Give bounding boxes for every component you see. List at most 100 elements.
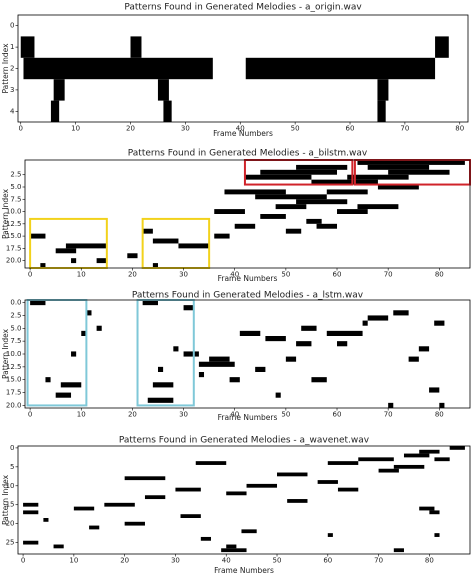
plot-frame [24, 299, 471, 409]
x-tick-label: 50 [273, 557, 282, 565]
x-tick-label: 60 [323, 557, 332, 565]
pattern-segment [53, 79, 65, 101]
y-tick-label: 15 [6, 501, 15, 509]
pattern-segment [260, 214, 286, 219]
x-tick-label: 0 [28, 271, 32, 279]
y-tick-label: 12.5 [6, 363, 22, 371]
pattern-segment [377, 79, 389, 101]
pattern-segment [175, 487, 201, 492]
pattern-segment [23, 57, 213, 80]
pattern-segment [296, 199, 348, 205]
pattern-segment [60, 382, 82, 388]
y-tick-label: 12.5 [6, 220, 22, 228]
y-tick-label: 25 [6, 539, 15, 547]
x-tick-label: 30 [171, 557, 180, 565]
pattern-segment [287, 499, 308, 503]
pattern-segment [142, 300, 158, 306]
pattern-segment [277, 472, 308, 477]
pattern-segment [40, 263, 46, 268]
pattern-segment [23, 510, 39, 515]
y-tick-label: 4 [10, 107, 15, 115]
pattern-segment [434, 457, 450, 462]
pattern-segment [296, 341, 312, 347]
pattern-segment [419, 449, 440, 454]
y-tick-label: 15.0 [6, 232, 22, 240]
x-tick-label: 40 [230, 271, 239, 279]
x-tick-label: 70 [384, 271, 393, 279]
pattern-segment [224, 189, 286, 195]
pattern-segment [439, 402, 445, 408]
x-tick-label: 70 [400, 125, 409, 133]
pattern-segment [73, 506, 95, 511]
pattern-segment [96, 258, 107, 264]
pattern-segment [388, 169, 450, 175]
y-tick-label: 17.5 [6, 389, 22, 397]
pattern-segment [178, 243, 210, 249]
y-tick-label: 7.5 [10, 195, 21, 203]
pattern-segment [214, 209, 245, 214]
x-tick-label: 10 [69, 557, 78, 565]
pattern-segment [229, 377, 240, 383]
pattern-segment [357, 204, 399, 210]
pattern-segment [265, 336, 286, 342]
pattern-segment [301, 325, 317, 331]
x-axis-label: Frame Numbers [213, 129, 273, 138]
y-axis-label: Pattern Index [1, 474, 10, 525]
pattern-segment [198, 372, 205, 378]
pattern-segment [124, 521, 145, 526]
pattern-segment [393, 548, 404, 553]
pattern-segment [367, 164, 430, 170]
y-tick-label: 10.0 [6, 350, 22, 358]
y-tick-label: 2.5 [10, 171, 21, 179]
y-tick-label: 5 [10, 463, 14, 471]
y-axis-label: Pattern Index [1, 328, 10, 379]
x-tick-label: 20 [128, 271, 137, 279]
pattern-segment [260, 169, 338, 175]
pattern-segment [53, 544, 64, 549]
x-axis-label: Frame Numbers [218, 274, 278, 283]
pattern-segment [30, 300, 46, 306]
pattern-segment [55, 392, 72, 398]
x-tick-label: 0 [28, 411, 32, 419]
pattern-segment [226, 491, 247, 496]
pattern-segment [311, 377, 327, 383]
pattern-segment [317, 480, 338, 484]
pattern-segment [337, 341, 348, 347]
x-tick-label: 10 [71, 125, 80, 133]
x-tick-label: 10 [77, 271, 86, 279]
chart-title: Patterns Found in Generated Melodies - a… [128, 149, 368, 159]
y-tick-label: 0 [10, 22, 14, 30]
x-tick-label: 80 [455, 125, 464, 133]
pattern-segment [50, 100, 60, 122]
pattern-segment [45, 377, 51, 383]
pattern-segment [449, 446, 465, 450]
y-tick-label: 20.0 [6, 401, 22, 409]
pattern-segment [275, 204, 307, 210]
pattern-segment [23, 540, 39, 545]
pattern-segment [163, 100, 172, 122]
x-tick-label: 50 [281, 411, 290, 419]
x-tick-label: 0 [21, 557, 25, 565]
pattern-segment [144, 495, 166, 500]
y-tick-label: 2.5 [10, 311, 21, 319]
x-tick-label: 80 [435, 411, 444, 419]
pattern-segment [244, 174, 312, 180]
pattern-segment [255, 194, 327, 200]
pattern-segment [198, 361, 235, 367]
y-tick-label: 0 [10, 444, 14, 452]
pattern-segment [326, 330, 363, 336]
x-tick-label: 40 [236, 125, 245, 133]
y-tick-label: 7.5 [10, 337, 21, 345]
pattern-segment [124, 476, 166, 481]
pattern-segment [275, 392, 281, 398]
pattern-segment [296, 164, 348, 170]
pattern-segment [419, 506, 435, 511]
x-tick-label: 20 [128, 411, 137, 419]
pattern-segment [378, 468, 399, 473]
x-tick-label: 20 [126, 125, 135, 133]
pattern-segment [89, 525, 100, 530]
pattern-segment [326, 189, 368, 195]
x-tick-label: 30 [179, 411, 188, 419]
pattern-segment [306, 218, 322, 224]
